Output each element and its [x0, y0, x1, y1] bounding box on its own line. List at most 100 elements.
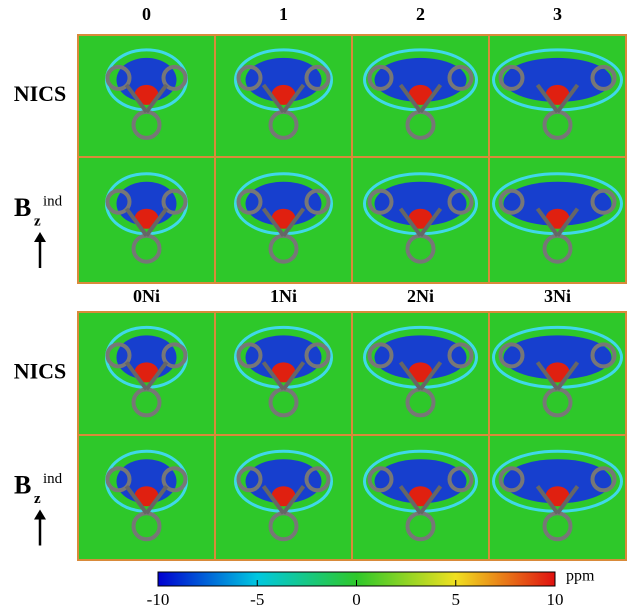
ring: [367, 64, 394, 91]
colorbar-unit: ppm: [566, 568, 595, 585]
colorbar-tick-label: 5: [452, 590, 461, 609]
ring: [236, 64, 263, 91]
bond: [418, 83, 443, 114]
bond: [281, 361, 306, 391]
deshielding-region: [134, 208, 159, 229]
colorbar-tick-label: -10: [147, 590, 170, 609]
bond: [144, 83, 169, 114]
bond: [144, 207, 169, 237]
deshielding-region: [134, 362, 159, 383]
bond: [535, 83, 560, 114]
shielding-region: [503, 181, 612, 226]
ring: [447, 188, 474, 215]
row-label-base: B: [14, 470, 31, 499]
ring: [236, 466, 263, 493]
ring: [304, 188, 331, 215]
deshielding-region: [545, 208, 570, 229]
column-label: 3: [553, 4, 562, 24]
ring: [304, 466, 331, 493]
deshielding-region: [271, 84, 296, 105]
shielding-region: [374, 181, 467, 226]
bond: [555, 207, 580, 237]
deshielding-region: [271, 486, 296, 507]
ring: [590, 188, 617, 215]
deshielding-region: [545, 486, 570, 507]
ring: [367, 342, 394, 369]
ring: [304, 342, 331, 369]
column-label: 1: [279, 4, 288, 24]
bond: [398, 361, 423, 391]
ring: [498, 188, 525, 215]
bond: [124, 83, 149, 114]
bond: [124, 485, 149, 515]
shielding-region: [503, 459, 612, 504]
bond: [124, 207, 149, 237]
bond: [281, 83, 306, 114]
ring: [161, 342, 188, 369]
bond: [261, 83, 286, 114]
column-label: 3Ni: [544, 286, 571, 306]
bond: [555, 361, 580, 391]
column-label: 0: [142, 4, 151, 24]
shielding-region: [245, 181, 322, 226]
ring: [105, 64, 132, 91]
bond: [261, 207, 286, 237]
ring: [590, 342, 617, 369]
deshielding-region: [408, 486, 433, 507]
ring: [447, 342, 474, 369]
deshielding-region: [271, 362, 296, 383]
bond: [398, 207, 423, 237]
colorbar-tick-label: 0: [352, 590, 361, 609]
bond: [418, 361, 443, 391]
deshielding-region: [408, 362, 433, 383]
column-label: 1Ni: [270, 286, 297, 306]
shielding-region: [245, 57, 322, 102]
deshielding-region: [134, 486, 159, 507]
row-label-base: B: [14, 193, 31, 222]
deshielding-region: [408, 84, 433, 105]
ring: [236, 188, 263, 215]
column-label: 2Ni: [407, 286, 434, 306]
bond: [535, 485, 560, 515]
ring: [447, 466, 474, 493]
bond: [281, 485, 306, 515]
bond: [144, 361, 169, 391]
row-label: NICS: [14, 81, 67, 106]
column-label: 2: [416, 4, 425, 24]
bond: [261, 361, 286, 391]
colorbar-tick-label: -5: [250, 590, 264, 609]
bond: [535, 207, 560, 237]
ring: [161, 64, 188, 91]
shielding-region: [245, 459, 322, 504]
deshielding-region: [134, 84, 159, 105]
field-arrowhead: [34, 232, 46, 242]
bond: [418, 207, 443, 237]
row-label: NICS: [14, 359, 67, 384]
ring: [105, 342, 132, 369]
ring: [498, 64, 525, 91]
row-label-sub: z: [34, 213, 41, 229]
ring: [105, 188, 132, 215]
ring: [105, 466, 132, 493]
ring: [498, 342, 525, 369]
ring: [367, 188, 394, 215]
row-label-sup: ind: [43, 471, 63, 487]
bond: [535, 361, 560, 391]
deshielding-region: [271, 208, 296, 229]
deshielding-region: [545, 84, 570, 105]
row-label-sub: z: [34, 491, 41, 507]
bond: [144, 485, 169, 515]
bond: [418, 485, 443, 515]
deshielding-region: [408, 208, 433, 229]
bond: [124, 361, 149, 391]
ring: [367, 466, 394, 493]
ring: [161, 466, 188, 493]
bond: [261, 485, 286, 515]
ring: [304, 64, 331, 91]
bond: [398, 485, 423, 515]
bond: [555, 83, 580, 114]
ring: [590, 466, 617, 493]
shielding-region: [503, 335, 612, 380]
ring: [236, 342, 263, 369]
